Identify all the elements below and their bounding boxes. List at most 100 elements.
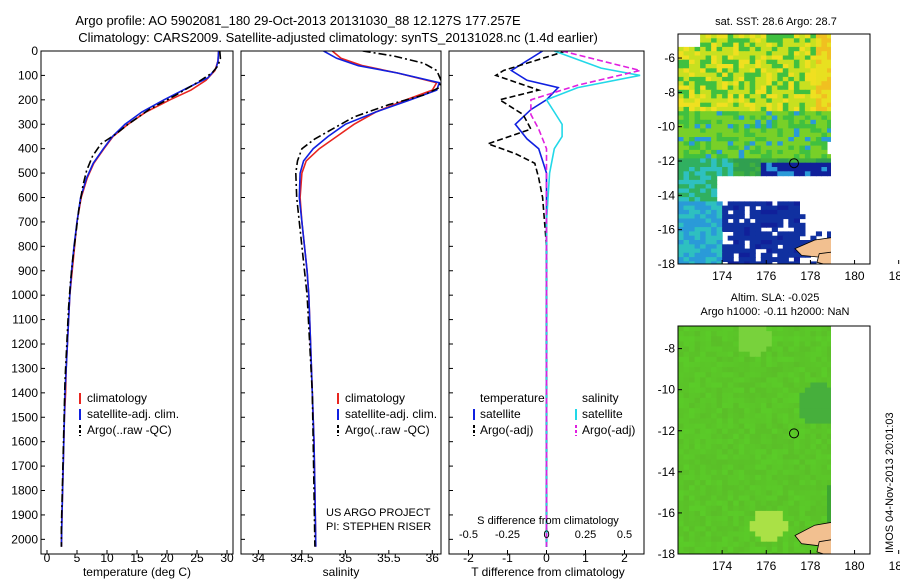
M1-map-cell xyxy=(771,171,778,177)
M2-map-cell xyxy=(788,444,795,450)
M1-map-cell xyxy=(788,68,795,74)
M1-map-cell xyxy=(815,81,822,87)
sla-map-subtitle: Argo h1000: -0.11 h2000: NaN xyxy=(700,306,849,318)
M1-map-cell xyxy=(678,111,685,117)
M2-map-cell xyxy=(804,546,811,553)
M1-map-cell xyxy=(678,162,685,168)
M2-map-cell xyxy=(804,510,811,517)
M2-map-cell xyxy=(782,428,789,435)
M2-map-cell xyxy=(810,485,817,491)
M2-map-cell xyxy=(760,428,767,435)
M1-map-cell xyxy=(733,68,740,74)
M1-map-cell xyxy=(821,145,828,151)
M1-map-cell xyxy=(716,257,723,262)
M1-map-cell xyxy=(700,235,707,241)
M2-map-cell xyxy=(678,459,685,466)
M1-map-cell xyxy=(683,214,690,220)
land-island xyxy=(794,237,831,258)
M2-map-cell xyxy=(804,351,811,358)
M1-map-cell xyxy=(771,106,778,112)
M1-map-cell xyxy=(833,116,839,121)
M2-map-cell xyxy=(733,474,740,481)
M2-map-cell xyxy=(766,505,773,512)
M1-map-cell xyxy=(738,248,745,254)
M1-map-cell xyxy=(766,59,773,65)
M2-map-cell xyxy=(744,341,751,348)
M1-map-cell xyxy=(799,85,806,91)
M2-map-cell xyxy=(711,541,718,548)
M2-map-cell xyxy=(705,418,712,425)
M2-map-cell xyxy=(793,551,800,554)
M2-map-cell xyxy=(777,387,784,394)
M1-map-cell xyxy=(694,192,701,198)
M2-map-cell xyxy=(810,551,817,554)
M1-map-cell xyxy=(738,98,745,104)
M2-map-cell xyxy=(782,356,789,363)
M1-map-cell xyxy=(782,106,789,112)
M1-map-cell xyxy=(689,154,696,159)
M2-map-cell xyxy=(771,536,778,543)
M2-map-cell xyxy=(700,546,707,553)
depth-tick-label: 1700 xyxy=(11,459,38,473)
M1-map-cell xyxy=(683,252,690,258)
M2-map-cell xyxy=(788,372,795,378)
M2-map-cell xyxy=(799,341,806,348)
M1-map-cell xyxy=(849,146,855,151)
M2-map-cell xyxy=(777,372,784,378)
M1-map-cell xyxy=(689,102,696,108)
M1-map-cell xyxy=(678,261,685,264)
M1-map-cell xyxy=(833,120,839,125)
M1-map-cell xyxy=(827,137,831,142)
M1-map-cell xyxy=(738,72,745,78)
M1-map-cell xyxy=(777,209,784,215)
M1-map-cell xyxy=(678,119,685,125)
M2-map-cell xyxy=(799,372,806,378)
M2-map-cell xyxy=(749,480,756,486)
M2-map-cell xyxy=(705,526,712,532)
M1-map-cell xyxy=(810,119,817,125)
M1-map-cell xyxy=(766,162,773,168)
M1-map-cell xyxy=(744,227,751,232)
M2-map-cell xyxy=(760,505,767,512)
M1-map-cell xyxy=(793,64,800,69)
M2-map-cell xyxy=(700,439,707,445)
M1-map-cell xyxy=(782,158,789,164)
M1-map-cell xyxy=(760,231,767,237)
M1-map-cell xyxy=(749,72,756,78)
M1-map-cell xyxy=(689,128,696,134)
M2-map-cell xyxy=(689,423,696,430)
M2-map-cell xyxy=(760,377,767,384)
M1-map-cell xyxy=(711,218,718,224)
M2-map-cell xyxy=(755,500,762,507)
M2-map-cell xyxy=(694,521,701,527)
M1-map-cell xyxy=(744,162,751,168)
M2-map-cell xyxy=(788,510,795,517)
M1-map-cell xyxy=(683,222,690,228)
M1-map-cell xyxy=(760,59,767,65)
M1-map-cell xyxy=(782,248,789,254)
M1-map-cell xyxy=(727,42,734,48)
M1-map-cell xyxy=(777,124,784,129)
M2-map-cell xyxy=(788,474,795,481)
M1-map-cell xyxy=(838,111,844,116)
M1-map-cell xyxy=(733,106,740,112)
M1-map-cell xyxy=(782,132,789,138)
M1-xtick-label: 178 xyxy=(800,269,820,283)
M2-map-cell xyxy=(749,423,756,430)
M2-map-cell xyxy=(694,382,701,389)
M1-xtick-label: 182 xyxy=(889,269,900,283)
M1-map-cell xyxy=(727,141,734,147)
M1-map-cell xyxy=(815,85,822,91)
M2-map-cell xyxy=(700,459,707,466)
M1-map-cell xyxy=(844,120,850,125)
M1-map-cell xyxy=(788,132,795,138)
M1-map-cell xyxy=(711,235,718,241)
M2-map-cell xyxy=(705,485,712,491)
M1-map-cell xyxy=(793,111,800,117)
M1-map-cell xyxy=(821,98,828,104)
M2-map-cell xyxy=(821,439,828,445)
M1-map-cell xyxy=(749,106,756,112)
M1-map-cell xyxy=(766,171,773,177)
M2-map-cell xyxy=(689,464,696,471)
M2-map-cell xyxy=(694,326,701,332)
